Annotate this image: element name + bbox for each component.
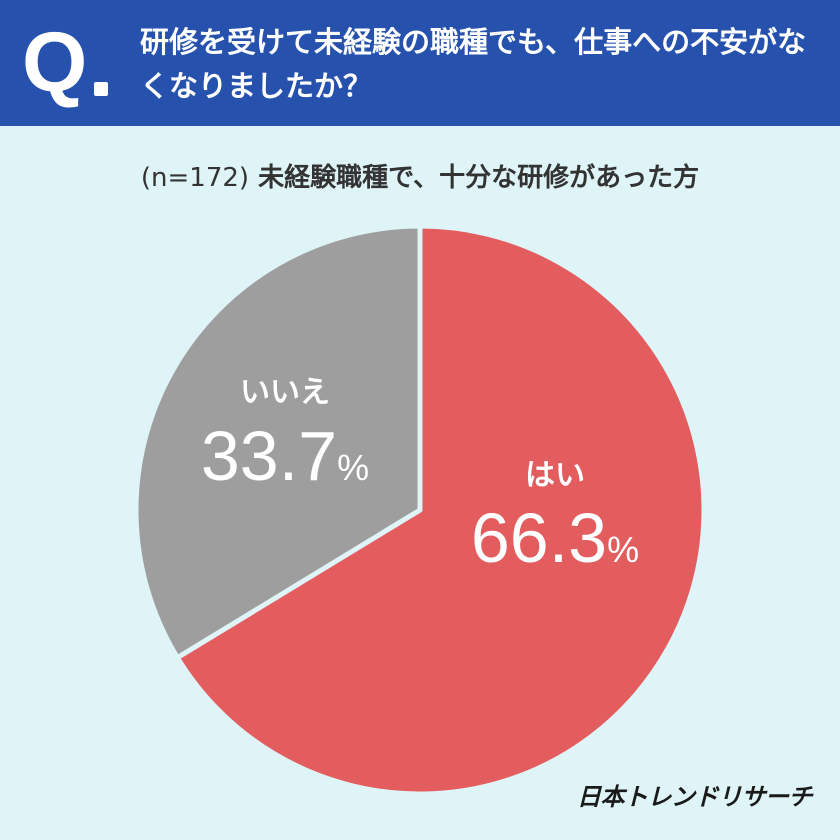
- sample-size: (n=172): [140, 163, 250, 193]
- slice-label-yes: はい: [525, 458, 585, 493]
- question-text: 研修を受けて未経験の職種でも、仕事への不安がなくなりましたか？: [140, 25, 807, 103]
- slice-label-no: いいえ: [240, 375, 330, 410]
- chart-subtitle: (n=172) 未経験職種で、十分な研修があった方: [0, 158, 840, 198]
- pie-slice-yes: [174, 223, 707, 797]
- q-dot: [94, 82, 108, 96]
- sample-description: 未経験職種で、十分な研修があった方: [258, 163, 700, 193]
- q-mark: Q: [22, 15, 88, 109]
- percent-sign: %: [337, 447, 369, 488]
- brand-logo: 日本トレンドリサーチ: [577, 783, 813, 811]
- pie-slice-no: [133, 223, 423, 661]
- question-header: Q 研修を受けて未経験の職種でも、仕事への不安がなくなりましたか？: [0, 0, 840, 126]
- percent-sign: %: [607, 529, 639, 570]
